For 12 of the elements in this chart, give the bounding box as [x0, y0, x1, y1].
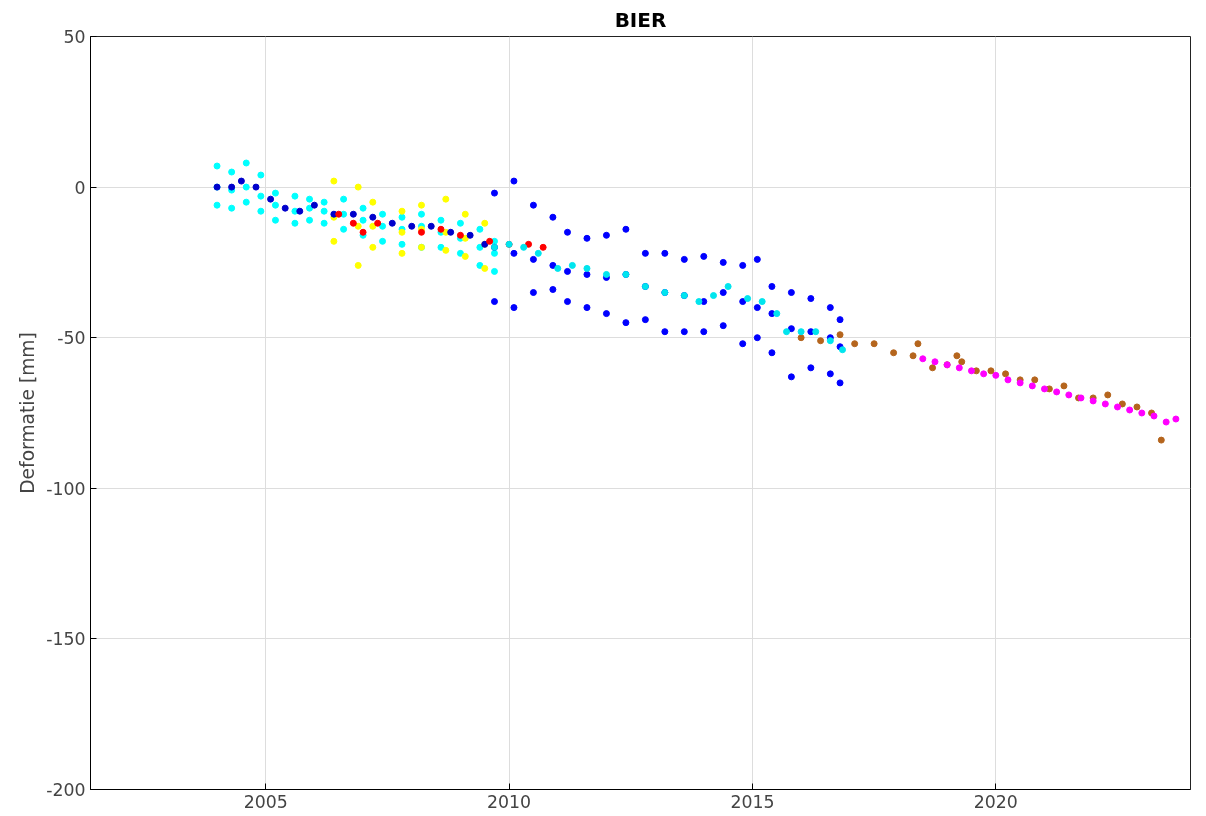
y-tick-label: 50 — [63, 27, 86, 47]
y-tick-label: -50 — [57, 328, 86, 349]
x-tick-label: 2010 — [487, 791, 532, 812]
y-axis-title: Deformatie [mm] — [17, 332, 39, 494]
y-tick-label: -150 — [46, 629, 86, 650]
y-tick-label: 0 — [74, 177, 86, 198]
x-tick-label: 2005 — [243, 791, 288, 812]
y-tick-label: -200 — [46, 780, 86, 800]
y-tick-label: -100 — [46, 478, 86, 499]
chart-title: BIER — [614, 7, 667, 32]
x-tick-label: 2015 — [730, 791, 775, 812]
x-tick-label: 2020 — [973, 791, 1018, 812]
